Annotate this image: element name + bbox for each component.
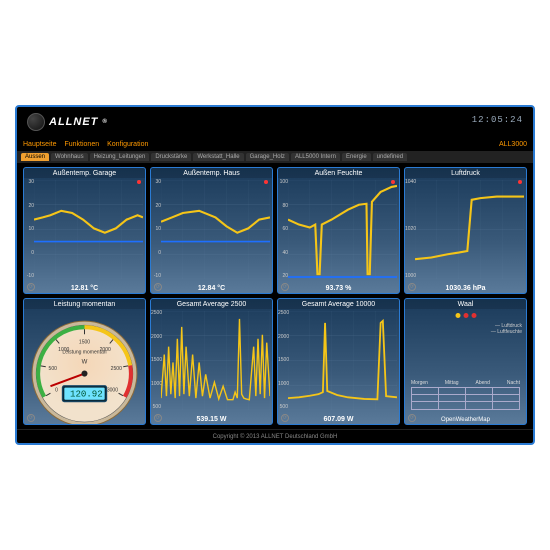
panel-waal: Waal — Luftdruck— Luftfeuchte MorgenMitt…	[404, 298, 527, 425]
tab-druckst-rke[interactable]: Druckstärke	[151, 153, 191, 161]
y-axis: 3020100-10	[24, 180, 34, 279]
waal-legend: — Luftdruck— Luftfeuchte	[491, 323, 522, 335]
chart-area: 2500200015001000500	[161, 311, 270, 410]
chart-area: 3020100-10	[161, 180, 270, 279]
panel-avg2500: Gesamt Average 2500 2500200015001000500 …	[150, 298, 273, 425]
tab-wohnhaus[interactable]: Wohnhaus	[51, 153, 88, 161]
menu-hauptseite[interactable]: Hauptseite	[23, 141, 56, 148]
panel-title: Außentemp. Haus	[151, 168, 272, 178]
clock: 12:05:24	[472, 115, 523, 125]
globe-icon	[27, 113, 45, 131]
panel-value: 12.81 °C	[24, 285, 145, 292]
svg-text:3000: 3000	[107, 388, 118, 394]
tab-all5000-intern[interactable]: ALL5000 Intern	[291, 153, 340, 161]
y-axis: 3020100-10	[151, 180, 161, 279]
tabbar: AussenWohnhausHeizung_LeitungenDruckstär…	[17, 151, 533, 163]
chart-area: 2500200015001000500	[288, 311, 397, 410]
panel-value: 539.15 W	[151, 416, 272, 423]
panel-leistung: Leistung momentan 0500100015002000250030…	[23, 298, 146, 425]
tab-werkstatt-halle[interactable]: Werkstatt_Halle	[193, 153, 243, 161]
svg-text:500: 500	[49, 366, 58, 372]
panel-title: Außen Feuchte	[278, 168, 399, 178]
refresh-icon[interactable]: ⟳	[281, 283, 289, 291]
svg-text:120.92: 120.92	[70, 389, 103, 400]
menu-funktionen[interactable]: Funktionen	[64, 141, 99, 148]
waal-source: OpenWeatherMap	[405, 417, 526, 423]
panel-haus_temp: Außentemp. Haus 3020100-10 12.84 °C ⟳	[150, 167, 273, 294]
tab-aussen[interactable]: Aussen	[21, 153, 49, 161]
panel-title: Waal	[405, 299, 526, 309]
chart-area: 104010201000	[415, 180, 524, 279]
refresh-icon[interactable]: ⟳	[408, 283, 416, 291]
svg-text:1500: 1500	[79, 339, 90, 345]
svg-text:0: 0	[55, 388, 58, 394]
panel-feuchte: Außen Feuchte 10080604020 93.73 % ⟳	[277, 167, 400, 294]
panel-title: Luftdruck	[405, 168, 526, 178]
panel-luftdruck: Luftdruck 104010201000 1030.36 hPa ⟳	[404, 167, 527, 294]
brand-logo: ALLNET®	[27, 113, 108, 131]
panel-value: 93.73 %	[278, 285, 399, 292]
panel-grid: Außentemp. Garage 3020100-10 12.81 °C ⟳ …	[17, 163, 533, 429]
refresh-icon[interactable]: ⟳	[281, 414, 289, 422]
panel-title: Außentemp. Garage	[24, 168, 145, 178]
panel-value: 1030.36 hPa	[405, 285, 526, 292]
panel-avg10000: Gesamt Average 10000 2500200015001000500…	[277, 298, 400, 425]
waal-status-dots	[455, 313, 476, 318]
y-axis: 10080604020	[278, 180, 288, 279]
menu-device: ALL3000	[499, 141, 527, 148]
svg-text:Leistung momentan: Leistung momentan	[62, 349, 106, 355]
y-axis: 2500200015001000500	[151, 311, 161, 410]
panel-garage_temp: Außentemp. Garage 3020100-10 12.81 °C ⟳	[23, 167, 146, 294]
menu-konfiguration[interactable]: Konfiguration	[107, 141, 148, 148]
refresh-icon[interactable]: ⟳	[408, 414, 416, 422]
panel-value: 607.09 W	[278, 416, 399, 423]
menubar: Hauptseite Funktionen Konfiguration ALL3…	[17, 137, 533, 151]
panel-title: Leistung momentan	[24, 299, 145, 309]
refresh-icon[interactable]: ⟳	[27, 414, 35, 422]
refresh-icon[interactable]: ⟳	[154, 414, 162, 422]
gauge: 050010001500200025003000 Leistung moment…	[24, 309, 145, 424]
panel-title: Gesamt Average 2500	[151, 299, 272, 309]
svg-text:2500: 2500	[111, 366, 122, 372]
panel-value: 12.84 °C	[151, 285, 272, 292]
app-window: ALLNET® 12:05:24 Hauptseite Funktionen K…	[15, 105, 535, 445]
svg-text:W: W	[82, 359, 88, 365]
waal-body: — Luftdruck— Luftfeuchte MorgenMittagAbe…	[405, 309, 526, 424]
panel-title: Gesamt Average 10000	[278, 299, 399, 309]
y-axis: 104010201000	[405, 180, 415, 279]
brand-text: ALLNET	[49, 116, 98, 128]
header: ALLNET® 12:05:24	[17, 107, 533, 137]
chart-area: 3020100-10	[34, 180, 143, 279]
tab-garage-holz[interactable]: Garage_Holz	[246, 153, 289, 161]
y-axis: 2500200015001000500	[278, 311, 288, 410]
tab-heizung-leitungen[interactable]: Heizung_Leitungen	[90, 153, 150, 161]
footer: Copyright © 2013 ALLNET Deutschland GmbH	[17, 429, 533, 443]
chart-area: 10080604020	[288, 180, 397, 279]
tab-energie[interactable]: Energie	[342, 153, 371, 161]
waal-table: MorgenMittagAbendNacht	[411, 380, 520, 410]
refresh-icon[interactable]: ⟳	[27, 283, 35, 291]
refresh-icon[interactable]: ⟳	[154, 283, 162, 291]
tab-undefined[interactable]: undefined	[373, 153, 407, 161]
